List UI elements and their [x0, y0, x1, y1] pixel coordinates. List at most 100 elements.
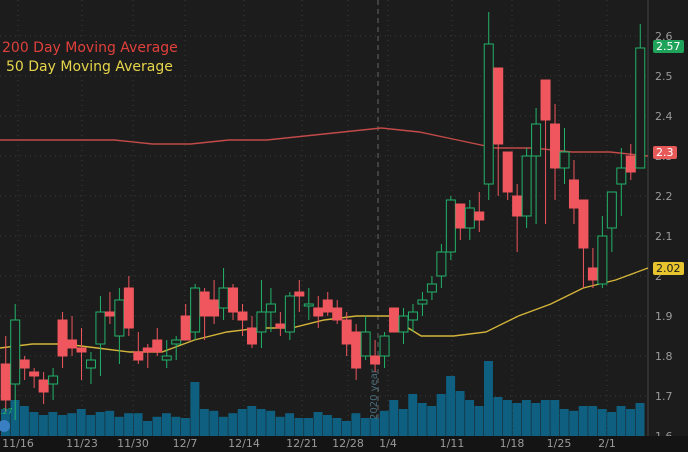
candle-down	[57, 319, 68, 357]
volume-bar	[427, 406, 437, 436]
candle-up	[284, 295, 295, 333]
candle-down	[294, 291, 305, 297]
candle-down	[133, 351, 144, 361]
candle-up	[256, 311, 267, 333]
candle-up	[531, 123, 542, 157]
candle-down	[455, 203, 466, 229]
volume-bar	[540, 400, 550, 436]
volume-bar	[228, 413, 238, 436]
y-tick-label: 1.7	[655, 390, 673, 403]
candle-up	[360, 331, 371, 357]
candle-up	[616, 167, 627, 185]
volume-bar	[597, 409, 607, 436]
volume-bar	[502, 400, 512, 436]
x-tick-label: 2/1	[598, 437, 616, 450]
candle-down	[180, 315, 191, 341]
volume-bar	[199, 409, 209, 436]
volume-bar	[351, 413, 361, 436]
candle-down	[625, 155, 636, 173]
y-tick-label: 1.9	[655, 310, 673, 323]
volume-bar	[455, 391, 465, 436]
x-tick-label: 11/23	[66, 437, 98, 450]
candle-down	[351, 331, 362, 369]
candle-down	[0, 363, 11, 401]
x-tick-label: 1/11	[440, 437, 465, 450]
x-tick-label: 11/30	[117, 437, 149, 450]
volume-bar	[341, 421, 351, 436]
candle-down	[550, 123, 561, 169]
candle-down	[104, 311, 115, 317]
volume-bar	[133, 413, 143, 436]
candle-up	[161, 355, 172, 361]
candle-down	[38, 379, 49, 393]
candle-up	[635, 47, 646, 169]
candle-up	[114, 299, 125, 337]
volume-bar	[521, 400, 531, 436]
candle-down	[313, 307, 324, 317]
y-tick-label: 2.6	[655, 30, 673, 43]
volume-bar	[569, 410, 579, 436]
volume-bar	[76, 409, 86, 436]
candle-down	[29, 371, 40, 377]
volume-bar	[95, 412, 105, 436]
candle-up	[521, 155, 532, 217]
candle-down	[246, 327, 257, 345]
candle-down	[474, 211, 485, 221]
volume-bar	[190, 382, 200, 436]
volume-bar	[332, 418, 342, 436]
volume-bar	[29, 412, 39, 436]
candle-down	[587, 267, 598, 281]
ma200-price-tag: 2.3	[653, 146, 677, 159]
volume-bar	[162, 413, 171, 436]
candle-down	[142, 347, 153, 353]
x-axis-band	[0, 436, 688, 452]
x-tick-label: 11/16	[2, 437, 34, 450]
volume-bar	[19, 406, 29, 436]
candle-up	[48, 375, 59, 385]
candle-up	[171, 339, 182, 345]
volume-bar	[616, 406, 626, 436]
candle-down	[389, 307, 400, 333]
candle-up	[417, 299, 428, 305]
volume-bar	[266, 410, 276, 436]
candle-down	[199, 291, 210, 317]
x-tick-label: 1/18	[500, 437, 525, 450]
candle-up	[445, 199, 456, 253]
y-tick-label: 2.4	[655, 110, 673, 123]
candle-up	[95, 311, 106, 345]
volume-bar	[370, 418, 380, 436]
candle-up	[303, 303, 314, 307]
volume-bar	[512, 403, 522, 436]
candle-down	[209, 299, 220, 317]
volume-bar	[465, 400, 475, 436]
candle-down	[76, 347, 87, 353]
volume-bar	[484, 361, 493, 436]
volume-bar	[114, 416, 124, 436]
candle-down	[332, 307, 343, 321]
candle-up	[426, 283, 437, 293]
candle-up	[398, 315, 409, 333]
candle-up	[265, 303, 276, 313]
candle-up	[10, 319, 21, 385]
volume-bar	[559, 409, 569, 436]
y-tick-label: 2.2	[655, 190, 673, 203]
x-tick-label: 12/21	[286, 437, 318, 450]
volume-bar	[417, 403, 427, 436]
ma50-price-tag: 2.02	[653, 262, 684, 275]
volume-bar	[626, 409, 636, 436]
x-tick-label: 1/25	[547, 437, 572, 450]
volume-bar	[218, 416, 228, 436]
candle-down	[540, 79, 551, 121]
volume-bar	[323, 415, 332, 436]
volume-bar	[105, 410, 115, 436]
volume-bar	[180, 418, 190, 436]
volume-bar	[124, 413, 134, 436]
candle-down	[502, 151, 513, 193]
volume-bar	[446, 376, 456, 436]
volume-bar	[48, 412, 58, 436]
candle-up	[190, 287, 201, 333]
candle-up	[436, 251, 447, 277]
volume-bar	[67, 413, 77, 436]
